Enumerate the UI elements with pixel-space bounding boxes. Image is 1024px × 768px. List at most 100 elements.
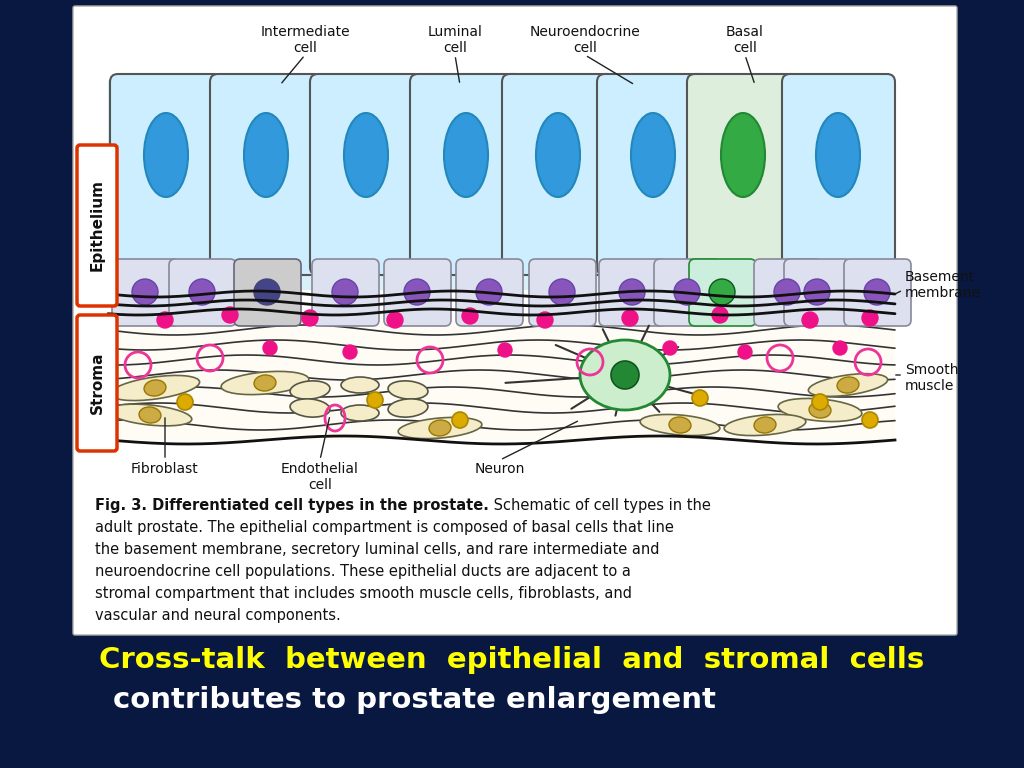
FancyBboxPatch shape: [310, 74, 423, 275]
Ellipse shape: [812, 394, 828, 410]
Ellipse shape: [444, 113, 488, 197]
Ellipse shape: [344, 113, 388, 197]
FancyBboxPatch shape: [77, 145, 117, 306]
FancyBboxPatch shape: [654, 259, 721, 326]
Ellipse shape: [833, 341, 847, 355]
Ellipse shape: [290, 399, 330, 417]
Ellipse shape: [778, 399, 862, 422]
Text: Endothelial
cell: Endothelial cell: [281, 462, 359, 492]
FancyBboxPatch shape: [502, 74, 615, 275]
Ellipse shape: [754, 417, 776, 433]
Ellipse shape: [549, 279, 575, 305]
FancyBboxPatch shape: [210, 74, 323, 275]
FancyBboxPatch shape: [234, 259, 301, 326]
FancyBboxPatch shape: [77, 315, 117, 451]
Ellipse shape: [816, 113, 860, 197]
Ellipse shape: [139, 407, 161, 423]
Ellipse shape: [809, 402, 831, 418]
Text: Smooth
muscle: Smooth muscle: [905, 363, 958, 393]
Ellipse shape: [398, 417, 482, 439]
FancyBboxPatch shape: [754, 259, 821, 326]
FancyBboxPatch shape: [110, 74, 223, 275]
Ellipse shape: [332, 279, 358, 305]
Text: Fig. 3. Differentiated cell types in the prostate.: Fig. 3. Differentiated cell types in the…: [95, 498, 488, 513]
FancyBboxPatch shape: [73, 6, 957, 635]
Text: Luminal
cell: Luminal cell: [428, 25, 482, 55]
Ellipse shape: [302, 310, 318, 326]
Ellipse shape: [367, 392, 383, 408]
Ellipse shape: [263, 341, 278, 355]
Ellipse shape: [341, 405, 379, 421]
Ellipse shape: [157, 312, 173, 328]
Ellipse shape: [804, 279, 830, 305]
Text: Basal
cell: Basal cell: [726, 25, 764, 55]
Bar: [108, 80, 895, 290]
Text: Intermediate
cell: Intermediate cell: [260, 25, 350, 55]
Ellipse shape: [709, 279, 735, 305]
Ellipse shape: [111, 376, 200, 401]
Ellipse shape: [808, 374, 888, 396]
FancyBboxPatch shape: [597, 74, 710, 275]
Text: neuroendocrine cell populations. These epithelial ducts are adjacent to a: neuroendocrine cell populations. These e…: [95, 564, 631, 579]
Text: Cross-talk  between  epithelial  and  stromal  cells: Cross-talk between epithelial and stroma…: [99, 646, 925, 674]
FancyBboxPatch shape: [687, 74, 800, 275]
Ellipse shape: [669, 417, 691, 433]
Ellipse shape: [537, 312, 553, 328]
Ellipse shape: [611, 361, 639, 389]
FancyBboxPatch shape: [782, 74, 895, 275]
Ellipse shape: [618, 279, 645, 305]
Ellipse shape: [837, 377, 859, 393]
Text: Basement
membrane: Basement membrane: [905, 270, 981, 300]
Bar: [108, 314, 895, 440]
Ellipse shape: [144, 380, 166, 396]
FancyBboxPatch shape: [784, 259, 851, 326]
Ellipse shape: [189, 279, 215, 305]
Ellipse shape: [221, 372, 309, 395]
Ellipse shape: [640, 415, 720, 435]
Ellipse shape: [109, 404, 191, 426]
Ellipse shape: [738, 345, 752, 359]
Ellipse shape: [774, 279, 800, 305]
FancyBboxPatch shape: [529, 259, 596, 326]
Ellipse shape: [132, 279, 158, 305]
Ellipse shape: [387, 312, 403, 328]
Text: Fibroblast: Fibroblast: [131, 462, 199, 476]
Ellipse shape: [144, 113, 188, 197]
Ellipse shape: [343, 345, 357, 359]
FancyBboxPatch shape: [112, 259, 179, 326]
Ellipse shape: [674, 279, 700, 305]
Ellipse shape: [802, 312, 818, 328]
Ellipse shape: [862, 412, 878, 428]
FancyBboxPatch shape: [844, 259, 911, 326]
FancyBboxPatch shape: [689, 259, 756, 326]
Ellipse shape: [536, 113, 580, 197]
Text: Neuroendocrine
cell: Neuroendocrine cell: [529, 25, 640, 55]
Ellipse shape: [388, 381, 428, 399]
Ellipse shape: [290, 381, 330, 399]
Text: Schematic of cell types in the: Schematic of cell types in the: [488, 498, 711, 513]
FancyBboxPatch shape: [410, 74, 523, 275]
Ellipse shape: [692, 390, 708, 406]
Ellipse shape: [476, 279, 502, 305]
Text: vascular and neural components.: vascular and neural components.: [95, 608, 341, 623]
FancyBboxPatch shape: [599, 259, 666, 326]
Ellipse shape: [177, 394, 193, 410]
FancyBboxPatch shape: [312, 259, 379, 326]
Ellipse shape: [388, 399, 428, 417]
Ellipse shape: [254, 279, 280, 305]
Ellipse shape: [244, 113, 288, 197]
Ellipse shape: [580, 340, 670, 410]
Ellipse shape: [864, 279, 890, 305]
Ellipse shape: [462, 308, 478, 324]
Text: the basement membrane, secretory luminal cells, and rare intermediate and: the basement membrane, secretory luminal…: [95, 542, 659, 557]
Ellipse shape: [663, 341, 677, 355]
Ellipse shape: [429, 420, 451, 436]
Text: Neuron: Neuron: [475, 462, 525, 476]
Ellipse shape: [452, 412, 468, 428]
Ellipse shape: [341, 377, 379, 393]
Ellipse shape: [724, 415, 806, 435]
Text: Stroma: Stroma: [89, 352, 104, 414]
Ellipse shape: [862, 310, 878, 326]
Ellipse shape: [631, 113, 675, 197]
Ellipse shape: [404, 279, 430, 305]
